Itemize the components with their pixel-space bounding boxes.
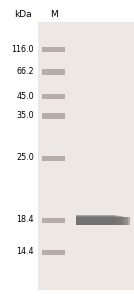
Text: 25.0: 25.0 <box>16 154 34 163</box>
Text: kDa: kDa <box>14 10 32 19</box>
Bar <box>42 47 65 52</box>
Bar <box>76 215 118 225</box>
Bar <box>42 70 65 74</box>
Bar <box>76 215 114 225</box>
Text: 35.0: 35.0 <box>16 112 34 121</box>
Bar <box>42 250 65 254</box>
Text: M: M <box>50 10 58 19</box>
Text: 45.0: 45.0 <box>16 92 34 101</box>
Bar <box>76 215 116 225</box>
Bar <box>38 22 134 290</box>
Bar <box>42 94 65 100</box>
Text: 14.4: 14.4 <box>16 248 34 256</box>
Bar <box>42 155 65 160</box>
Text: 116.0: 116.0 <box>12 46 34 55</box>
Bar <box>76 217 125 225</box>
Bar <box>76 216 121 225</box>
Bar <box>76 217 128 225</box>
Bar <box>76 216 123 225</box>
Text: 66.2: 66.2 <box>16 68 34 76</box>
Bar <box>42 218 65 223</box>
Bar <box>76 218 130 226</box>
Bar <box>42 113 65 119</box>
Text: 18.4: 18.4 <box>16 215 34 224</box>
